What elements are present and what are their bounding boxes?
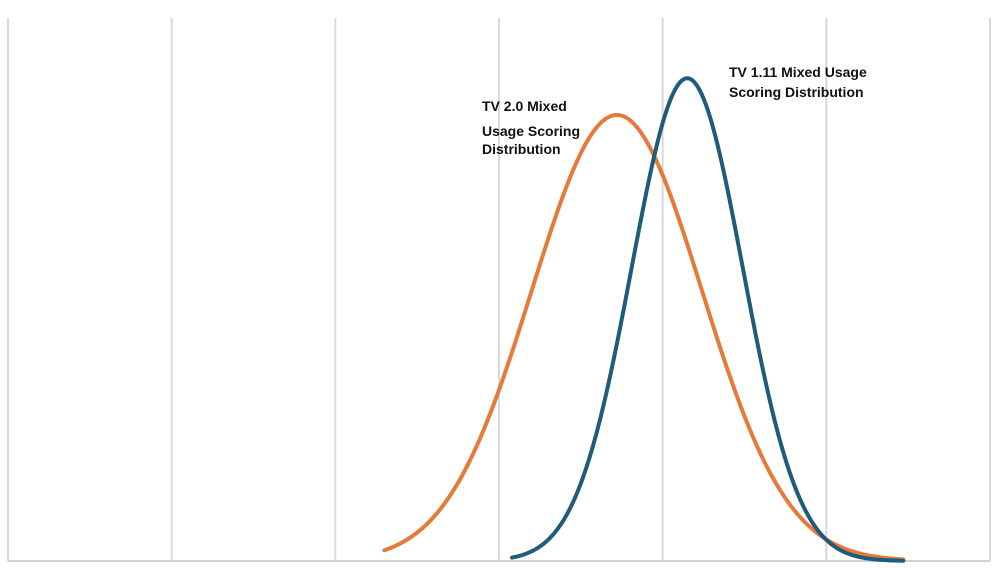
tv111-label-line-1: TV 1.11 Mixed Usage [729,64,867,80]
tv111-label: TV 1.11 Mixed Usage Scoring Distribution [729,64,871,100]
tv20-label-line-1: TV 2.0 Mixed [482,98,567,114]
tv20-label: TV 2.0 Mixed Usage Scoring Distribution [482,98,584,157]
series-line-tv20 [382,112,906,562]
series-layer [382,76,906,563]
tv20-label-line-3: Distribution [482,141,561,157]
vertical-gridlines [7,18,991,561]
tv20-label-line-2: Usage Scoring [482,123,580,139]
series-line-tv111 [510,76,906,563]
tv111-label-line-2: Scoring Distribution [729,84,864,100]
